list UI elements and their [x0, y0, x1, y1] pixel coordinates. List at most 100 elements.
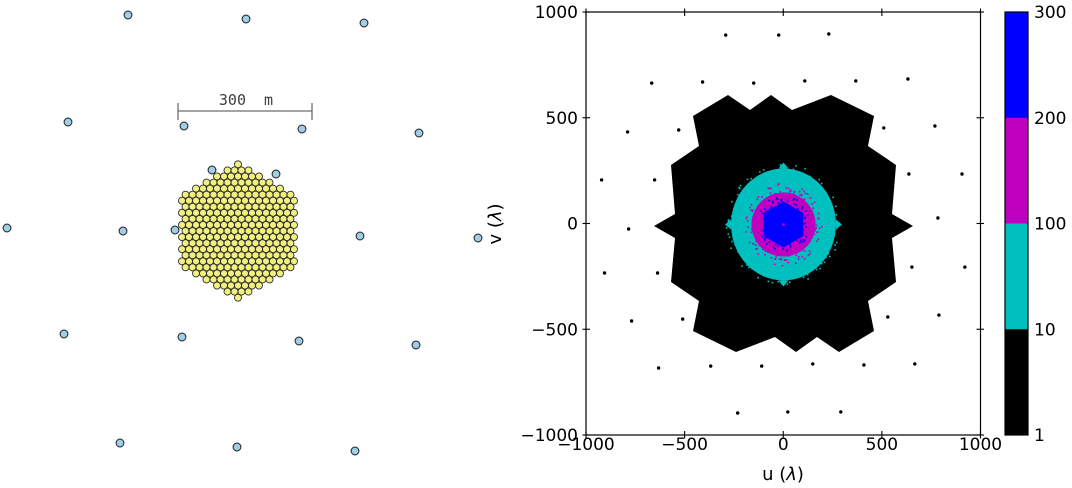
uv-speckle	[819, 227, 821, 229]
uv-sample-dot	[709, 364, 713, 368]
uv-speckle	[778, 258, 781, 260]
uv-speckle	[819, 267, 821, 270]
uv-sample-dot	[599, 178, 604, 182]
core-antenna	[213, 281, 221, 290]
uv-speckle	[834, 249, 836, 251]
uv-speckle	[817, 238, 819, 240]
uv-speckle	[757, 276, 759, 279]
uv-cyan-tip	[725, 219, 731, 230]
colorbar-label: 200	[1034, 109, 1066, 129]
uv-speckle	[786, 200, 789, 202]
x-axis-label-prefix: u (	[762, 464, 786, 485]
uv-speckle	[766, 236, 768, 238]
uv-speckle	[816, 240, 818, 242]
uv-speckle	[746, 178, 749, 181]
core-antenna	[202, 275, 211, 284]
uv-speckle	[749, 206, 751, 209]
uv-sample-dot	[886, 315, 890, 319]
uv-sample-dot	[650, 81, 654, 85]
uv-sample-dot	[913, 362, 917, 366]
uv-speckle	[764, 250, 767, 252]
uv-sample-dot	[626, 227, 631, 231]
colorbar-label: 300	[1034, 3, 1066, 23]
uv-speckle	[769, 192, 772, 194]
uv-speckle	[798, 256, 800, 258]
station-dot	[241, 14, 251, 24]
uv-speckle	[786, 283, 789, 285]
uv-speckle	[771, 202, 774, 204]
uv-speckle	[761, 235, 763, 238]
uv-speckle	[762, 169, 765, 171]
uv-speckle	[836, 241, 838, 244]
uv-speckle	[804, 192, 807, 195]
uv-speckle	[728, 236, 731, 238]
core-antenna-array	[178, 160, 298, 302]
uv-sample-dot	[960, 172, 964, 176]
uv-sample-dot	[777, 33, 781, 37]
station-dot	[232, 442, 242, 452]
uv-sample-dot	[655, 271, 660, 275]
uv-speckle	[775, 256, 777, 258]
station-dot	[170, 225, 180, 235]
uv-speckle	[789, 189, 792, 192]
x-tick-label: 500	[866, 435, 898, 455]
uv-cyan-tip	[836, 219, 842, 230]
uv-speckle	[777, 280, 779, 283]
uv-speckle	[755, 240, 757, 243]
uv-speckle	[816, 231, 819, 233]
station-dot	[297, 124, 307, 134]
uv-speckle	[741, 265, 743, 267]
uv-speckle	[804, 216, 807, 219]
uv-speckle	[753, 219, 756, 222]
uv-speckle	[805, 226, 807, 228]
uv-sample-dot	[736, 411, 740, 415]
uv-sample-dot	[677, 128, 681, 132]
station-dot	[350, 446, 360, 456]
lambda-symbol: λ	[485, 210, 506, 222]
core-antenna	[276, 269, 284, 278]
core-antenna	[290, 220, 298, 229]
uv-speckle	[809, 197, 812, 199]
uv-speckle	[799, 242, 801, 244]
core-antenna	[234, 160, 242, 169]
uv-speckle	[767, 251, 769, 253]
uv-speckle	[806, 214, 809, 216]
uv-speckle	[751, 227, 753, 229]
uv-speckle	[727, 220, 730, 222]
uv-sample-dot	[752, 81, 756, 85]
uv-speckle	[813, 233, 816, 235]
uv-speckle	[804, 271, 806, 274]
core-antenna	[265, 275, 274, 284]
core-antenna	[244, 287, 253, 296]
uv-sample-dot	[724, 33, 728, 37]
uv-speckle	[767, 280, 770, 283]
colorbar-segment	[1005, 223, 1028, 330]
uv-speckle	[776, 198, 779, 200]
uv-sample-dot	[839, 410, 843, 414]
uv-speckle	[802, 238, 805, 241]
uv-speckle	[821, 187, 823, 189]
uv-speckle	[777, 202, 780, 204]
uv-speckle	[811, 210, 814, 213]
uv-speckle	[781, 198, 783, 201]
uv-speckle	[725, 227, 728, 229]
station-dot	[177, 332, 187, 342]
y-tick-label: 0	[567, 214, 578, 234]
x-tick-label: 1000	[959, 435, 1002, 455]
uv-speckle	[759, 174, 762, 177]
uv-speckle	[788, 243, 791, 246]
uv-speckle	[793, 203, 795, 205]
colorbar-label: 100	[1034, 214, 1066, 234]
uv-speckle	[739, 184, 742, 187]
core-antenna	[234, 293, 242, 302]
uv-speckle	[731, 200, 733, 203]
uv-axes-frame	[582, 8, 984, 439]
uv-speckle	[814, 227, 816, 230]
uv-speckle	[745, 217, 748, 220]
station-dot	[2, 223, 12, 233]
uv-speckle	[825, 195, 828, 198]
colorbar-label: 10	[1034, 320, 1056, 340]
station-dot	[63, 117, 73, 127]
uv-speckle	[803, 240, 805, 242]
uv-speckle	[808, 250, 811, 252]
